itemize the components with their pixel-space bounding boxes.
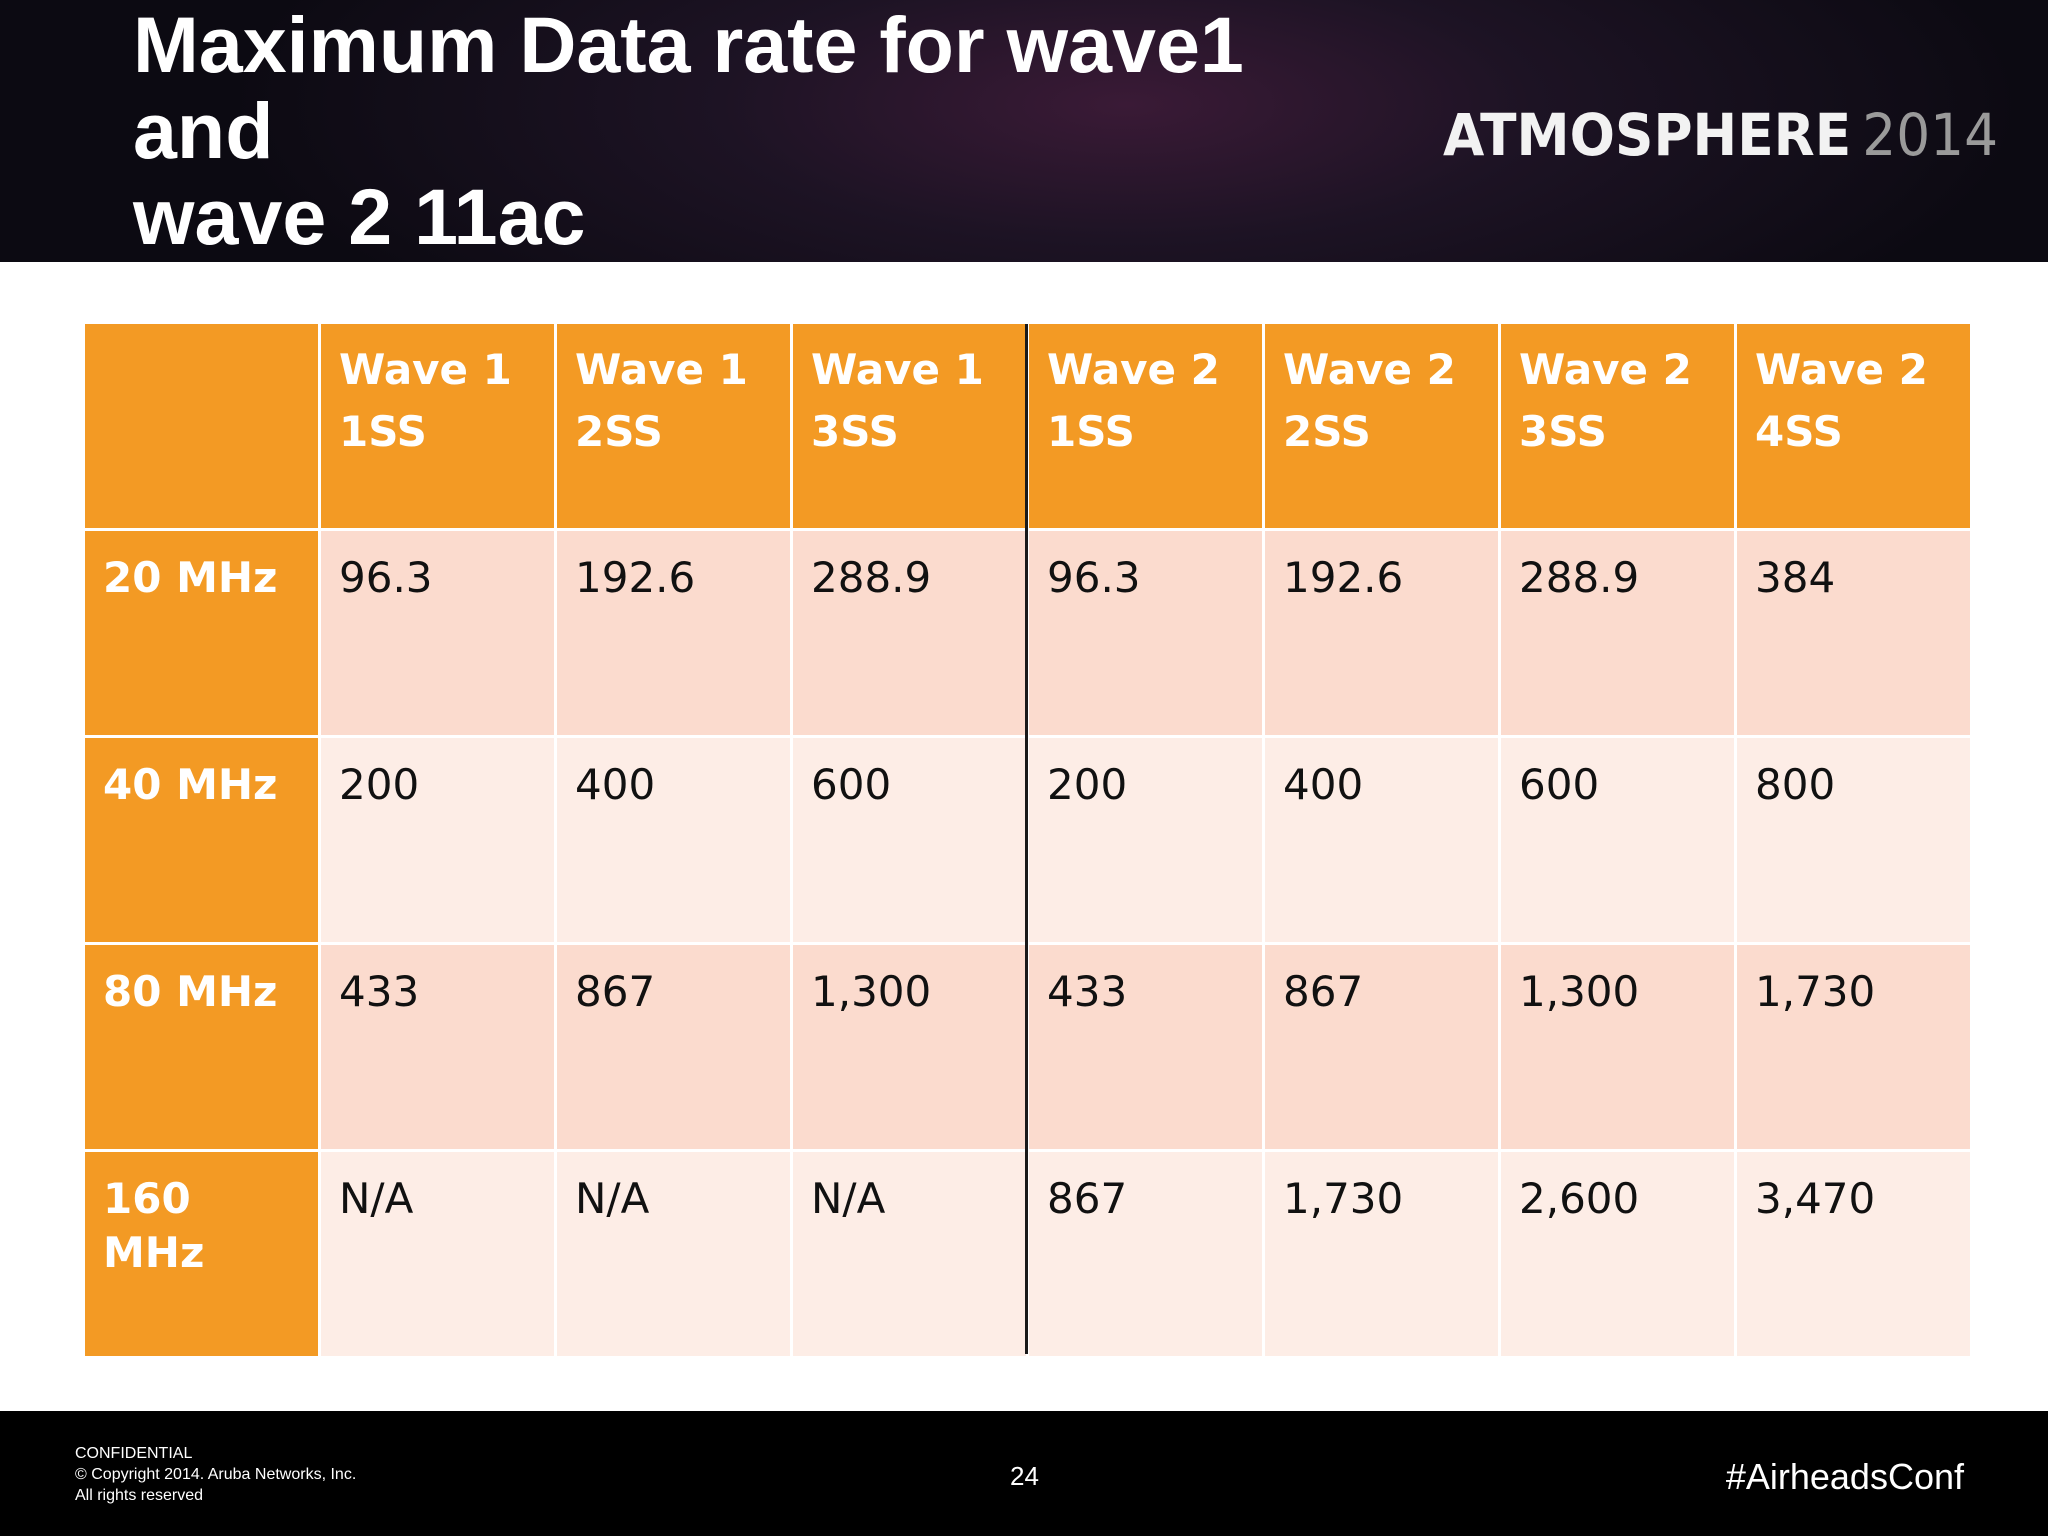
row-label: 20 MHz [82,528,321,738]
table-cell: N/A [554,1149,793,1359]
column-header-line1: Wave 2 [1047,345,1220,394]
table-cell: 96.3 [318,528,557,738]
column-header-line2: 1SS [339,407,427,456]
column-header-line1: Wave 2 [1283,345,1456,394]
table-cell: 867 [1262,942,1501,1152]
table-cell: 1,730 [1262,1149,1501,1359]
table-cell: N/A [318,1149,557,1359]
slide-footer: CONFIDENTIAL © Copyright 2014. Aruba Net… [0,1411,2048,1536]
table-cell: 400 [554,735,793,945]
column-header-line1: Wave 1 [339,345,512,394]
legal-line: All rights reserved [75,1487,204,1504]
legal-notice: CONFIDENTIAL © Copyright 2014. Aruba Net… [75,1443,356,1506]
table-cell: N/A [790,1149,1029,1359]
column-header: Wave 2 3SS [1498,321,1737,531]
table-cell: 192.6 [554,528,793,738]
table-cell: 96.3 [1026,528,1265,738]
title-line-1: Maximum Data rate for wave1 [133,0,1244,89]
table-cell: 2,600 [1498,1149,1737,1359]
table-cell: 200 [318,735,557,945]
table-cell: 384 [1734,528,1973,738]
column-header: Wave 2 1SS [1026,321,1265,531]
table-cell: 1,730 [1734,942,1973,1152]
table-cell: 400 [1262,735,1501,945]
table-cell: 192.6 [1262,528,1501,738]
slide-header: Maximum Data rate for wave1 and wave 2 1… [0,0,2048,262]
row-label: 160 MHz [82,1149,321,1359]
table-cell: 288.9 [790,528,1029,738]
table-header-row: Wave 1 1SS Wave 1 2SS Wave 1 3SS Wave 2 1SS … [82,321,1973,531]
table-cell: 867 [1026,1149,1265,1359]
column-header: Wave 1 1SS [318,321,557,531]
title-line-2: and [133,86,274,175]
table-row: 40 MHz 200 400 600 200 400 600 800 [82,735,1973,945]
table-row: 20 MHz 96.3 192.6 288.9 96.3 192.6 288.9… [82,528,1973,738]
table-cell: 800 [1734,735,1973,945]
table-cell: 1,300 [790,942,1029,1152]
row-label: 40 MHz [82,735,321,945]
column-header-line1: Wave 1 [811,345,984,394]
legal-line: CONFIDENTIAL [75,1445,193,1462]
slide-title: Maximum Data rate for wave1 and wave 2 1… [133,2,1313,260]
table-cell: 288.9 [1498,528,1737,738]
table-cell: 867 [554,942,793,1152]
column-header-line2: 3SS [811,407,899,456]
table-cell: 433 [1026,942,1265,1152]
column-header-line1: Wave 2 [1519,345,1692,394]
table-cell: 433 [318,942,557,1152]
column-header-line2: 1SS [1047,407,1135,456]
table-cell: 600 [790,735,1029,945]
column-header: Wave 2 2SS [1262,321,1501,531]
table-cell: 200 [1026,735,1265,945]
column-header-line2: 2SS [1283,407,1371,456]
data-rate-table: Wave 1 1SS Wave 1 2SS Wave 1 3SS Wave 2 1SS … [82,321,1973,1359]
column-header: Wave 2 4SS [1734,321,1973,531]
column-header-line1: Wave 2 [1755,345,1928,394]
column-header-line2: 4SS [1755,407,1843,456]
table-cell: 1,300 [1498,942,1737,1152]
column-header-line2: 3SS [1519,407,1607,456]
logo-year: 2014 [1862,101,1999,169]
logo-word: ATMOSPHERE [1443,101,1852,169]
page-number: 24 [1010,1461,1039,1491]
atmosphere-logo: ATMOSPHERE 2014 [1443,101,1998,169]
column-header-line1: Wave 1 [575,345,748,394]
column-header: Wave 1 3SS [790,321,1029,531]
column-header: Wave 1 2SS [554,321,793,531]
legal-line: © Copyright 2014. Aruba Networks, Inc. [75,1466,357,1483]
table-row: 160 MHz N/A N/A N/A 867 1,730 2,600 3,47… [82,1149,1973,1359]
table-cell: 600 [1498,735,1737,945]
wave-divider-line [1025,324,1028,1354]
conference-hashtag: #AirheadsConf [1725,1456,1964,1497]
row-label: 80 MHz [82,942,321,1152]
column-header-line2: 2SS [575,407,663,456]
title-line-3: wave 2 11ac [133,172,586,261]
corner-cell [82,321,321,531]
table-cell: 3,470 [1734,1149,1973,1359]
table-row: 80 MHz 433 867 1,300 433 867 1,300 1,730 [82,942,1973,1152]
